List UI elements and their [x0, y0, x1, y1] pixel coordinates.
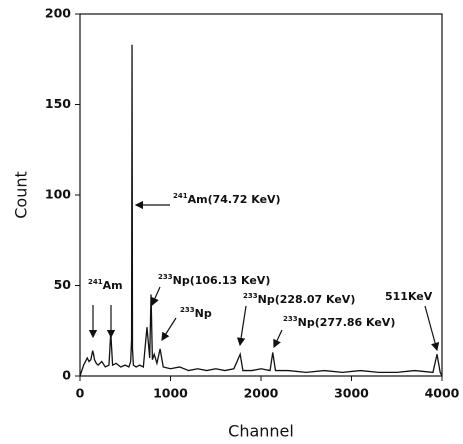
annotation-text: Np(106.13 KeV) — [173, 274, 271, 287]
annotation-superscript: 233 — [180, 306, 195, 314]
annotation-text: Np — [195, 307, 212, 320]
annotation-superscript: 241 — [88, 278, 103, 286]
annotation-text: Am(74.72 KeV) — [188, 193, 281, 206]
annotation-text: Np(277.86 KeV) — [298, 316, 396, 329]
x-tick-label: 2000 — [244, 386, 279, 401]
annotation-text: Am — [103, 279, 123, 292]
y-tick-label: 0 — [62, 368, 71, 383]
annotation-superscript: 241 — [173, 192, 188, 200]
x-tick-label: 0 — [76, 386, 85, 401]
annotation: 233Np(228.07 KeV) — [243, 292, 355, 306]
annotation-text: Np(228.07 KeV) — [258, 293, 356, 306]
spectrum-line — [79, 44, 443, 377]
annotation: 511KeV — [385, 290, 433, 303]
arrows — [88, 200, 440, 352]
annotation: 233Np(277.86 KeV) — [283, 315, 395, 329]
y-tick-label: 200 — [45, 6, 71, 21]
y-axis-title: Count — [12, 171, 31, 219]
annotation-superscript: 233 — [283, 315, 298, 323]
annotation-text: 511KeV — [385, 290, 433, 303]
annotation: 241Am — [88, 278, 123, 292]
x-tick-label: 4000 — [425, 386, 460, 401]
y-tick-label: 50 — [54, 277, 72, 292]
x-axis-title: Channel — [228, 422, 294, 441]
y-tick-label: 100 — [45, 187, 71, 202]
annotation: 233Np(106.13 KeV) — [158, 273, 270, 287]
annotation: 241Am(74.72 KeV) — [173, 192, 281, 206]
x-tick-label: 3000 — [334, 386, 369, 401]
y-tick-label: 150 — [45, 96, 71, 111]
x-tick-label: 1000 — [153, 386, 188, 401]
annotation-superscript: 233 — [243, 292, 258, 300]
annotation-superscript: 233 — [158, 273, 173, 281]
annotation: 233Np — [180, 306, 212, 320]
